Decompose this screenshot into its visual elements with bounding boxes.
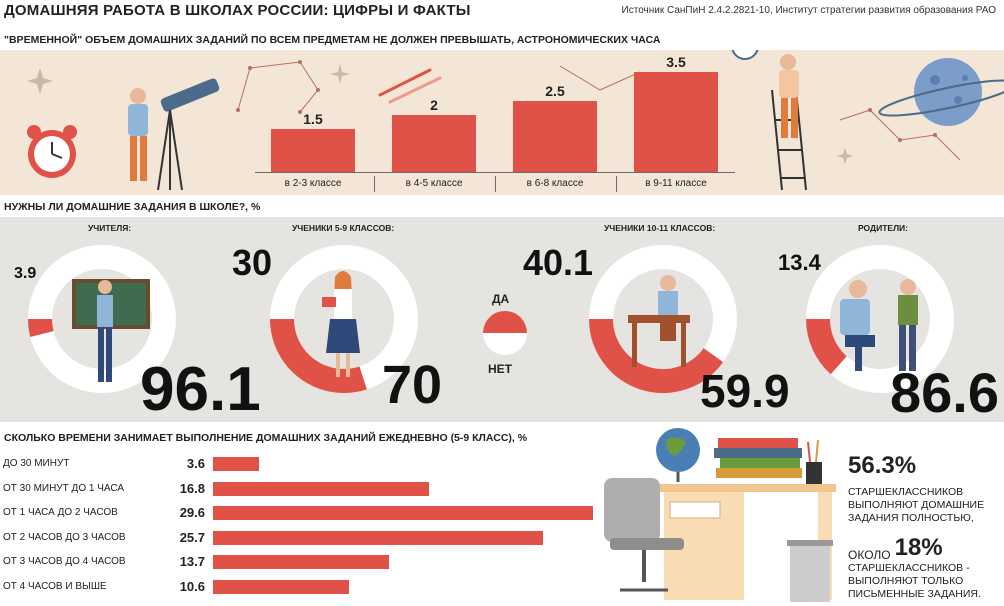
- fact2-line: ОКОЛО 18%: [848, 534, 943, 562]
- grade-bar-category: в 6-8 классе: [526, 178, 584, 189]
- grade-bar-value: 2: [430, 96, 438, 113]
- books-icon: [714, 438, 802, 478]
- legend-yes-label: ДА: [492, 292, 510, 306]
- grade-bar: [392, 114, 476, 172]
- time-row-label: ОТ 1 ЧАСА ДО 2 ЧАСОВ: [3, 507, 118, 518]
- alarm-clock-icon: [27, 125, 77, 178]
- category-separator: [495, 176, 496, 192]
- grade-bar: [271, 129, 355, 172]
- donut-group-name: УЧЕНИКИ 5-9 КЛАССОВ:: [292, 223, 395, 233]
- parent-child-icon: [840, 279, 918, 371]
- grade-bar: [634, 72, 718, 172]
- donut-no-value: 96.1: [140, 355, 261, 424]
- yes-no-legend-icon: [483, 311, 527, 355]
- time-row-value: 29.6: [179, 505, 205, 520]
- chair-icon: [604, 478, 684, 592]
- grade-bar-value: 2.5: [545, 82, 565, 99]
- teacher-icon: [72, 279, 150, 382]
- time-row-bar: [213, 579, 350, 594]
- grade-bar-value: 3.5: [666, 54, 686, 70]
- source-note: Источник СанПиН 2.4.2.2821-10, Институт …: [621, 5, 996, 16]
- donut-no-value: 59.9: [700, 365, 790, 417]
- time-row-label: ОТ 30 МИНУТ ДО 1 ЧАСА: [3, 482, 125, 494]
- fact2-text: СТАРШЕКЛАССНИКОВ - ВЫПОЛНЯЮТ ТОЛЬКО ПИСЬ…: [848, 562, 981, 600]
- globe-icon: [656, 428, 700, 482]
- legend-no-label: НЕТ: [488, 362, 512, 376]
- time-row-value: 25.7: [179, 529, 205, 545]
- trash-bin-icon: [787, 540, 833, 602]
- telescope-person-icon: [128, 78, 220, 191]
- donut-no-value: 86.6: [890, 361, 999, 424]
- time-row-label: ОТ 4 ЧАСОВ И ВЫШЕ: [3, 580, 107, 592]
- donut-yes-arc: [589, 318, 724, 393]
- schoolgirl-icon: [322, 271, 360, 377]
- planet-icon: [878, 58, 1004, 126]
- fact2-value: 18%: [894, 534, 943, 561]
- time-row-value: 3.6: [186, 456, 205, 471]
- donut-group-name: УЧИТЕЛЯ:: [88, 223, 132, 233]
- chart1-baseline: [255, 172, 735, 173]
- section1-title: "ВРЕМЕННОЙ" ОБЪЕМ ДОМАШНИХ ЗАДАНИЙ ПО ВС…: [4, 34, 661, 46]
- donut-no-value: 70: [382, 355, 443, 415]
- donut-group-name: РОДИТЕЛИ:: [858, 223, 908, 233]
- ladder-girl-icon: [731, 50, 807, 191]
- category-separator: [616, 176, 617, 192]
- page-title: ДОМАШНЯЯ РАБОТА В ШКОЛАХ РОССИИ: ЦИФРЫ И…: [4, 2, 471, 19]
- time-row-value: 16.8: [179, 480, 205, 496]
- section1-illustration: [27, 50, 1004, 191]
- time-row-label: ОТ 2 ЧАСОВ ДО 3 ЧАСОВ: [3, 531, 126, 543]
- donut-yes-arc: [28, 318, 54, 337]
- donut-yes-arc: [806, 318, 848, 375]
- grade-bar-value: 1.5: [303, 111, 323, 128]
- grade-bar-category: в 4-5 классе: [405, 178, 463, 189]
- time-row-value: 10.6: [179, 578, 205, 594]
- donut-yes-value: 30: [232, 242, 273, 283]
- donut-yes-value: 13.4: [778, 250, 821, 275]
- desk-illustration: [600, 422, 840, 606]
- donut-charts: [28, 245, 954, 393]
- section2-title: НУЖНЫ ЛИ ДОМАШНИЕ ЗАДАНИЯ В ШКОЛЕ?, %: [4, 201, 261, 213]
- fact2-prefix: ОКОЛО: [848, 548, 891, 562]
- time-row-bar: [213, 506, 593, 520]
- category-separator: [374, 176, 375, 192]
- donut-yes-value: 40.1: [523, 242, 594, 283]
- grade-bar-category: в 9-11 классе: [645, 178, 707, 189]
- donut-yes-arc: [270, 318, 367, 393]
- comet-icon: [378, 68, 442, 104]
- fact1-text: СТАРШЕКЛАССНИКОВ ВЫПОЛНЯЮТ ДОМАШНИЕ ЗАДА…: [848, 486, 985, 524]
- grade-bar-category: в 2-3 классе: [284, 178, 342, 189]
- grade-bar: [513, 100, 597, 172]
- donut-yes-value: 3.9: [14, 265, 37, 282]
- time-row-bar: [213, 530, 543, 545]
- donut-group-name: УЧЕНИКИ 10-11 КЛАССОВ:: [604, 223, 716, 233]
- desk-top: [660, 484, 836, 492]
- student-desk-icon: [628, 275, 690, 367]
- pencil-cup-icon: [806, 439, 822, 484]
- sparkle-icon: [27, 64, 853, 164]
- time-row-bar: [213, 555, 389, 569]
- section3-title: СКОЛЬКО ВРЕМЕНИ ЗАНИМАЕТ ВЫПОЛНЕНИЕ ДОМА…: [4, 432, 528, 444]
- fact1-value: 56.3%: [848, 452, 917, 479]
- time-row-label: ОТ 3 ЧАСОВ ДО 4 ЧАСОВ: [3, 556, 126, 567]
- time-row-label: ДО 30 МИНУТ: [3, 458, 70, 469]
- time-row-value: 13.7: [179, 554, 205, 569]
- time-row-bar: [213, 457, 260, 471]
- time-row-bar: [213, 481, 429, 496]
